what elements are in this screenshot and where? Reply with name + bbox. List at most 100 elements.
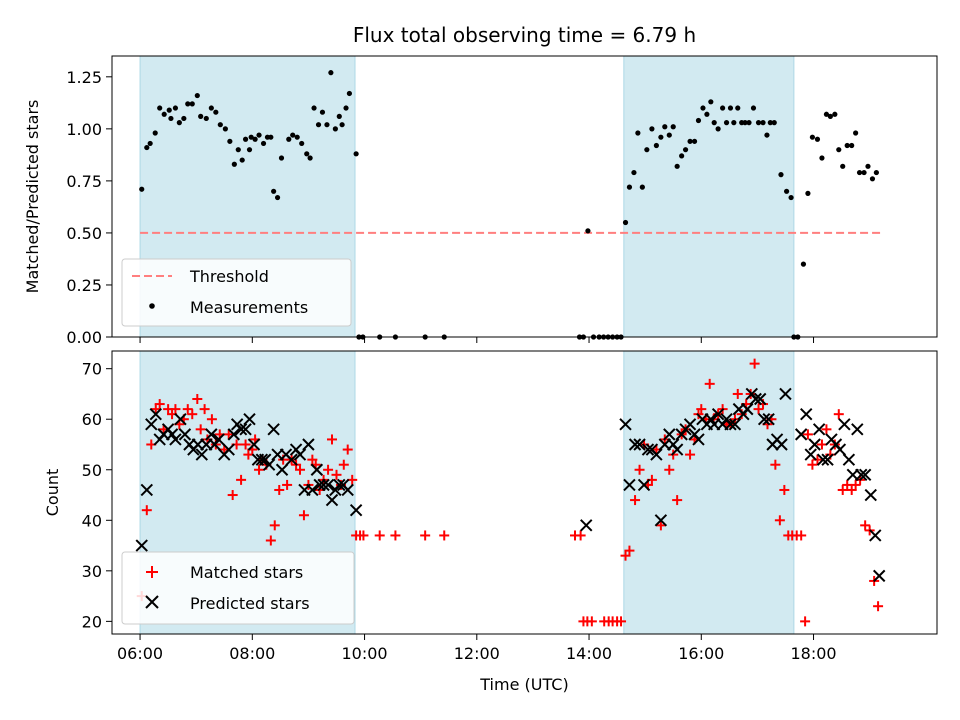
predicted-star-point bbox=[858, 468, 872, 482]
matched-star-point bbox=[685, 449, 696, 460]
matched-star-point bbox=[779, 484, 790, 495]
matched-star-point bbox=[206, 414, 217, 425]
bottom-xtick-label: 10:00 bbox=[341, 644, 387, 663]
bottom-xtick-label: 16:00 bbox=[678, 644, 724, 663]
measurement-point bbox=[844, 142, 850, 149]
bottom-panel: 20 30 40 50 60 70 06:00 08:00 10:00 12:00 14:00 16… bbox=[43, 350, 938, 694]
predicted-star-point bbox=[302, 438, 315, 451]
measurement-point bbox=[213, 109, 219, 115]
matched-star-point bbox=[439, 530, 450, 541]
top-ytick-label: 0.25 bbox=[66, 276, 102, 295]
predicted-star-point bbox=[174, 413, 187, 426]
predicted-legend-swatch bbox=[145, 595, 159, 609]
predicted-star-point bbox=[619, 418, 632, 431]
measurement-point bbox=[771, 120, 777, 126]
measurement-point bbox=[260, 140, 267, 147]
predicted-star-point bbox=[628, 438, 642, 451]
matched-star-point bbox=[236, 474, 247, 485]
matched-star-point bbox=[575, 530, 586, 541]
measurement-point bbox=[324, 122, 330, 128]
predicted-star-point bbox=[754, 392, 767, 406]
matched-star-point bbox=[796, 530, 807, 541]
matched-star-point bbox=[223, 429, 234, 440]
measurement-point bbox=[666, 132, 672, 138]
matched-star-point bbox=[802, 429, 813, 440]
bottom-shaded-interval-1 bbox=[623, 350, 795, 635]
matched-star-point bbox=[696, 404, 707, 415]
measurement-point bbox=[585, 228, 591, 234]
measurement-point bbox=[166, 107, 172, 113]
matched-star-point bbox=[240, 439, 251, 450]
predicted-star-point bbox=[728, 418, 742, 431]
measurement-point bbox=[353, 151, 359, 157]
predicted-star-point bbox=[255, 453, 269, 466]
measurement-point bbox=[231, 161, 237, 167]
measurement-point bbox=[819, 155, 825, 161]
measurement-point bbox=[814, 136, 821, 142]
matched-star-point bbox=[749, 358, 760, 369]
bottom-ytick-label: 30 bbox=[82, 562, 102, 581]
measurement-point bbox=[778, 172, 784, 178]
predicted-star-point bbox=[816, 453, 830, 466]
matched-star-point bbox=[323, 464, 334, 475]
matched-legend-swatch bbox=[146, 566, 158, 578]
matched-star-point bbox=[307, 454, 318, 465]
predicted-star-point bbox=[145, 418, 158, 431]
matched-star-point bbox=[254, 464, 265, 475]
bottom-xtick-label: 12:00 bbox=[454, 644, 500, 663]
measurement-point bbox=[827, 113, 833, 119]
measurement-point bbox=[788, 194, 794, 201]
measurement-point bbox=[152, 130, 158, 136]
matched-star-point bbox=[634, 464, 645, 475]
predicted-star-point bbox=[262, 458, 276, 471]
measurements-legend-label: Measurements bbox=[190, 298, 308, 317]
measurement-point bbox=[635, 130, 641, 136]
matched-star-point bbox=[342, 444, 353, 455]
measurement-point bbox=[189, 101, 195, 107]
measurement-point bbox=[832, 111, 838, 117]
measurement-point bbox=[203, 115, 209, 122]
measurement-point bbox=[840, 163, 846, 169]
predicted-star-point bbox=[762, 413, 775, 426]
measurement-point bbox=[658, 134, 664, 140]
matched-star-point bbox=[192, 394, 203, 405]
bottom-y-axis-label: Count bbox=[43, 469, 62, 517]
measurement-point bbox=[198, 113, 204, 119]
matched-star-point bbox=[842, 479, 853, 490]
predicted-star-point bbox=[227, 428, 240, 441]
predicted-star-point bbox=[149, 407, 162, 421]
measurement-point bbox=[274, 194, 281, 201]
matched-star-point bbox=[821, 424, 832, 435]
measurement-point bbox=[750, 105, 757, 111]
predicted-star-point bbox=[855, 468, 868, 482]
predicted-star-point bbox=[808, 438, 821, 451]
predicted-star-point bbox=[178, 428, 192, 441]
predicted-star-point bbox=[285, 453, 298, 466]
matched-star-point bbox=[732, 388, 743, 399]
measurement-point bbox=[674, 163, 680, 169]
bottom-xtick-label: 18:00 bbox=[790, 644, 836, 663]
matched-star-point bbox=[269, 520, 280, 531]
matched-star-point bbox=[860, 520, 871, 531]
measurement-point bbox=[727, 105, 734, 111]
predicted-star-point bbox=[212, 433, 225, 446]
matched-star-point bbox=[170, 404, 181, 415]
bottom-ytick-label: 20 bbox=[82, 612, 102, 631]
measurement-point bbox=[670, 124, 676, 130]
measurement-point bbox=[343, 105, 349, 111]
matched-star-point bbox=[672, 495, 683, 506]
measurement-point bbox=[742, 120, 748, 126]
bottom-y-ticks: 20 30 40 50 60 70 bbox=[82, 360, 112, 631]
measurement-point bbox=[809, 134, 816, 140]
measurement-point bbox=[708, 99, 714, 105]
measurement-point bbox=[346, 90, 352, 97]
matched-star-point bbox=[331, 469, 342, 480]
matched-star-point bbox=[704, 378, 715, 389]
predicted-star-point bbox=[306, 483, 319, 497]
predicted-star-point bbox=[663, 428, 676, 441]
predicted-star-point bbox=[641, 443, 655, 456]
top-ytick-label: 1.25 bbox=[66, 68, 102, 87]
predicted-legend-label: Predicted stars bbox=[190, 594, 310, 613]
predicted-stars-points bbox=[135, 387, 886, 583]
predicted-star-point bbox=[637, 478, 651, 492]
